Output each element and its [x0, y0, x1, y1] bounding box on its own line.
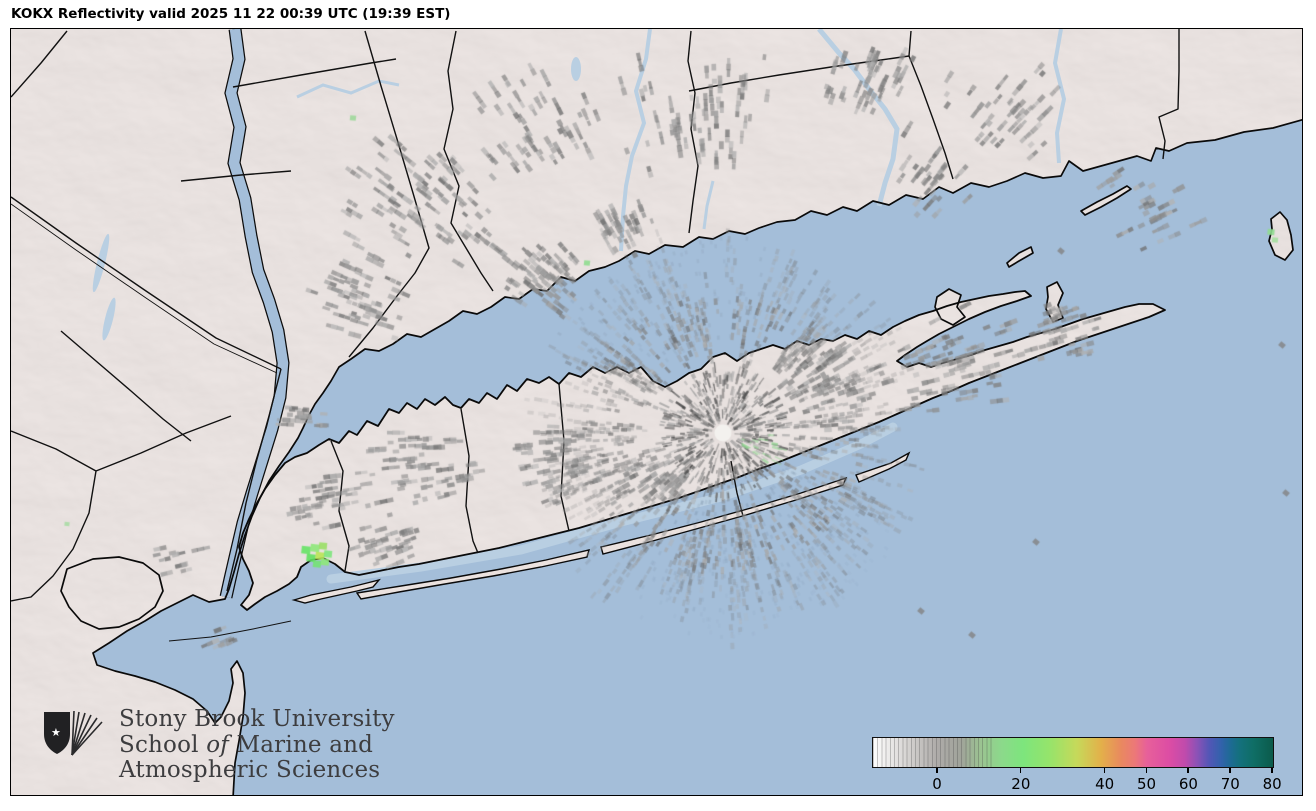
colorbar-tick-label: 70 — [1220, 775, 1240, 793]
reflectivity-colorbar: 0 20 40 50 60 70 80 — [872, 737, 1282, 795]
colorbar-tick-label: 40 — [1095, 775, 1115, 793]
logo-line2: School of Marine and — [119, 731, 374, 758]
map-frame: ★ Stony Brook University School of Marin… — [10, 28, 1303, 796]
page-title: KOKX Reflectivity valid 2025 11 22 00:39… — [11, 6, 451, 22]
colorbar-tick — [1145, 768, 1147, 773]
colorbar-gradient — [872, 737, 1274, 768]
colorbar-discrete-steps — [873, 738, 995, 767]
colorbar-tick-label: 20 — [1011, 775, 1031, 793]
colorbar-tick-label: 60 — [1178, 775, 1198, 793]
logo-line3: Atmospheric Sciences — [119, 757, 381, 783]
svg-text:★: ★ — [51, 726, 61, 739]
logo-line1: Stony Brook University — [119, 706, 395, 732]
colorbar-tick — [1271, 768, 1273, 773]
colorbar-tick — [1103, 768, 1106, 773]
sbu-logo: ★ Stony Brook University School of Marin… — [41, 706, 395, 784]
colorbar-tick-label: 0 — [932, 775, 942, 793]
sbu-shield-icon: ★ — [44, 710, 103, 756]
colorbar-tick-label: 50 — [1136, 775, 1157, 793]
colorbar-tick — [936, 768, 938, 773]
colorbar-tick — [1229, 768, 1231, 773]
sbu-logo-text: Stony Brook University School of Marine … — [119, 706, 395, 784]
radar-echo-layer — [11, 29, 1302, 795]
colorbar-tick-label: 80 — [1262, 775, 1282, 793]
colorbar-tick — [1187, 768, 1189, 773]
colorbar-tick — [1019, 768, 1022, 773]
